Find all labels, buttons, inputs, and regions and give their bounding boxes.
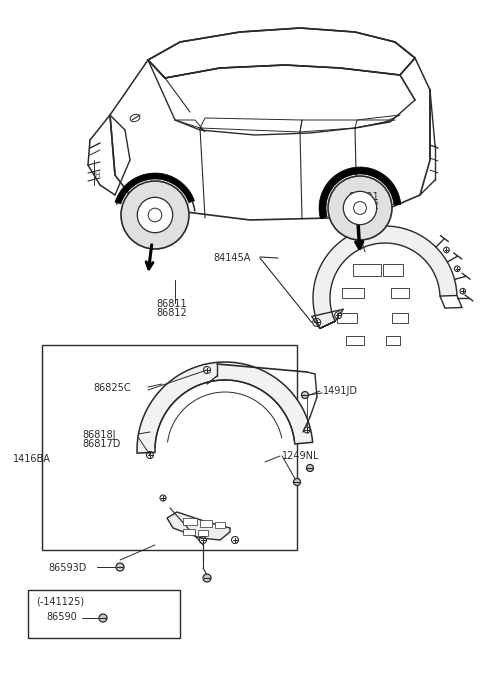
Text: 1416BA: 1416BA bbox=[13, 454, 51, 464]
Bar bbox=[183, 529, 195, 535]
Circle shape bbox=[116, 563, 124, 571]
Polygon shape bbox=[313, 226, 457, 328]
Circle shape bbox=[203, 574, 211, 582]
Bar bbox=[215, 522, 225, 528]
Text: 86811: 86811 bbox=[156, 299, 187, 309]
Circle shape bbox=[301, 392, 309, 398]
Bar bbox=[353, 264, 381, 276]
Bar bbox=[342, 288, 364, 298]
Text: 86590: 86590 bbox=[46, 612, 77, 622]
Text: (-141125): (-141125) bbox=[36, 597, 84, 607]
Circle shape bbox=[137, 197, 173, 233]
Bar bbox=[346, 335, 364, 345]
Circle shape bbox=[293, 479, 300, 486]
Text: 1249NL: 1249NL bbox=[282, 451, 320, 461]
Text: 1491JD: 1491JD bbox=[323, 386, 358, 396]
Circle shape bbox=[121, 181, 189, 249]
Text: 86812: 86812 bbox=[156, 308, 187, 318]
Bar bbox=[42, 345, 297, 550]
Bar bbox=[392, 313, 408, 323]
Text: 86822: 86822 bbox=[348, 201, 379, 211]
Text: 84145A: 84145A bbox=[213, 253, 251, 263]
Text: H: H bbox=[95, 172, 100, 178]
Bar bbox=[28, 590, 180, 638]
Bar bbox=[391, 288, 409, 298]
Bar bbox=[386, 335, 400, 345]
Bar bbox=[198, 530, 208, 536]
Polygon shape bbox=[115, 173, 194, 204]
Text: 86821: 86821 bbox=[348, 192, 379, 202]
Polygon shape bbox=[137, 362, 312, 453]
Bar bbox=[183, 518, 197, 525]
Text: 86817D: 86817D bbox=[82, 439, 120, 449]
Text: 86825C: 86825C bbox=[93, 383, 131, 393]
Bar bbox=[200, 520, 212, 527]
Bar bbox=[337, 313, 357, 323]
Text: 86593D: 86593D bbox=[48, 563, 86, 573]
Circle shape bbox=[328, 176, 392, 240]
Circle shape bbox=[99, 614, 107, 622]
Bar bbox=[383, 264, 403, 276]
Polygon shape bbox=[167, 512, 230, 540]
Polygon shape bbox=[319, 167, 401, 218]
Circle shape bbox=[307, 464, 313, 471]
Circle shape bbox=[343, 191, 377, 224]
Text: 86818J: 86818J bbox=[82, 430, 116, 440]
